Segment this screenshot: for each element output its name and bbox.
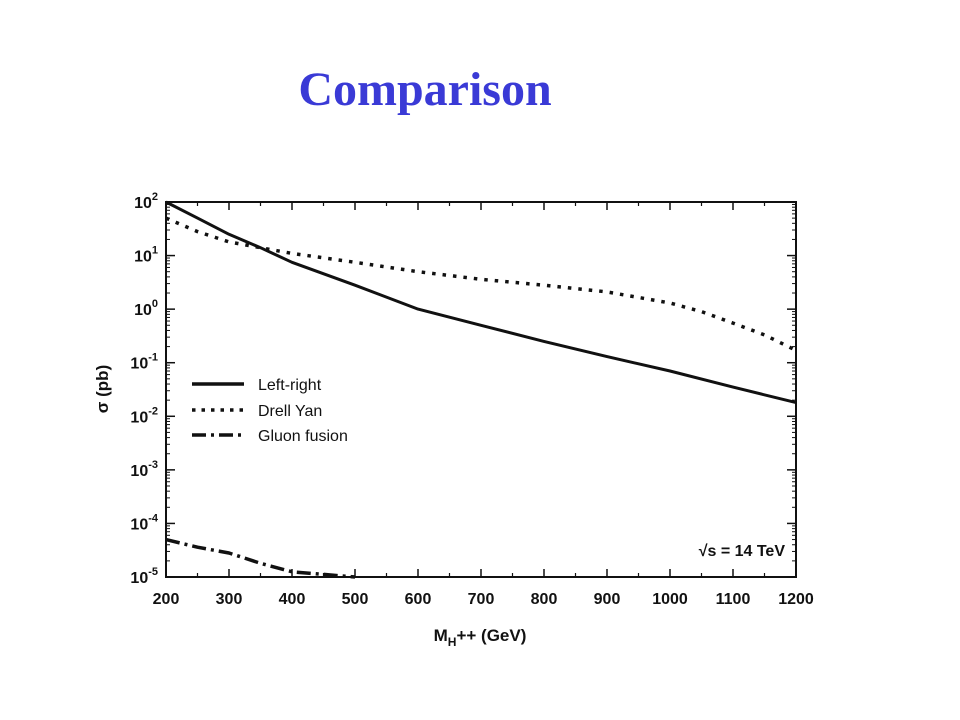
x-tick-label: 800 [531, 591, 558, 608]
x-tick-label: 1100 [716, 591, 751, 608]
y-tick-base: 10 [130, 463, 148, 480]
y-tick-label: 10-1 [130, 352, 158, 373]
x-tick-label: 200 [153, 591, 180, 608]
x-tick-label: 300 [216, 591, 243, 608]
legend: Left-right Drell Yan Gluon fusion [192, 377, 348, 445]
y-tick-exponent: 2 [152, 191, 158, 203]
y-tick-base: 10 [130, 356, 148, 373]
legend-label-gluon-fusion: Gluon fusion [258, 428, 348, 445]
y-tick-exponent: -1 [148, 352, 158, 364]
x-tick-label: 900 [594, 591, 621, 608]
x-axis-title-rest: ++ (GeV) [456, 626, 526, 645]
x-axis-title: MH++ (GeV) [434, 626, 527, 649]
y-tick-base: 10 [134, 195, 152, 212]
y-tick-base: 10 [134, 249, 152, 266]
y-tick-base: 10 [134, 302, 152, 319]
y-tick-exponent: -4 [148, 512, 159, 524]
series-lines [165, 200, 797, 579]
slide-title: Comparison [298, 63, 552, 116]
y-tick-label: 102 [134, 191, 158, 212]
y-tick-label: 100 [134, 298, 158, 319]
x-tick-label: 1000 [652, 591, 688, 608]
x-axis-title-main: M [434, 626, 448, 645]
axis-ticks [165, 201, 797, 578]
y-axis-title: σ (pb) [93, 365, 112, 413]
legend-label-left-right: Left-right [258, 377, 322, 394]
y-tick-label: 10-3 [130, 459, 158, 480]
x-tick-label: 600 [405, 591, 432, 608]
y-tick-exponent: -3 [148, 459, 158, 471]
x-tick-label: 500 [342, 591, 369, 608]
y-tick-exponent: -5 [148, 566, 158, 578]
y-tick-exponent: 1 [152, 245, 158, 257]
y-tick-label: 10-5 [130, 566, 158, 587]
y-tick-exponent: -2 [148, 405, 158, 417]
legend-label-drell-yan: Drell Yan [258, 403, 322, 420]
x-tick-label: 400 [279, 591, 306, 608]
energy-annotation: √s = 14 TeV [699, 543, 786, 560]
series-line-left-right [165, 200, 797, 405]
x-tick-label: 1200 [778, 591, 814, 608]
x-tick-label: 700 [468, 591, 495, 608]
series-line-gluon-fusion [165, 537, 356, 579]
y-tick-base: 10 [130, 409, 148, 426]
y-tick-base: 10 [130, 570, 148, 587]
y-tick-label: 10-4 [130, 512, 158, 533]
y-tick-exponent: 0 [152, 298, 158, 310]
y-tick-label: 10-2 [130, 405, 158, 426]
y-tick-base: 10 [130, 516, 148, 533]
x-axis-title-subscript: H [448, 635, 457, 649]
tick-labels: 200 300 400 500 600 700 800 900 1000 1100 12001021… [130, 191, 813, 608]
y-tick-label: 101 [134, 245, 158, 266]
series-line-drell-yan [165, 216, 797, 352]
